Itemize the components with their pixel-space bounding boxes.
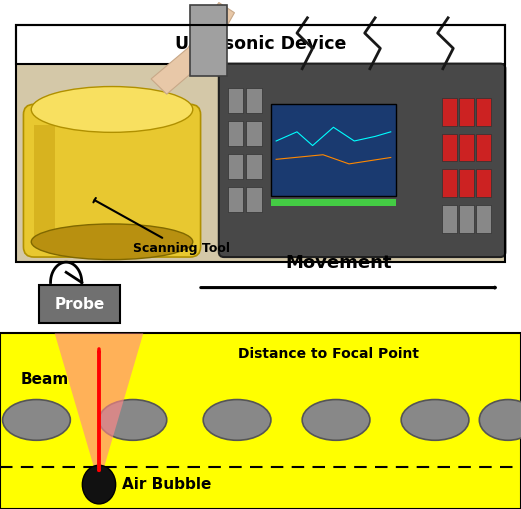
Ellipse shape bbox=[401, 400, 469, 440]
FancyBboxPatch shape bbox=[442, 169, 457, 197]
Text: Air Bubble: Air Bubble bbox=[122, 477, 212, 492]
FancyBboxPatch shape bbox=[246, 88, 262, 113]
FancyBboxPatch shape bbox=[23, 104, 201, 257]
FancyBboxPatch shape bbox=[459, 205, 474, 233]
FancyBboxPatch shape bbox=[459, 98, 474, 126]
FancyBboxPatch shape bbox=[228, 88, 243, 113]
Polygon shape bbox=[151, 3, 234, 94]
FancyBboxPatch shape bbox=[271, 199, 396, 206]
Ellipse shape bbox=[82, 465, 116, 504]
Text: Scanning Tool: Scanning Tool bbox=[93, 198, 230, 255]
FancyBboxPatch shape bbox=[190, 5, 227, 76]
FancyBboxPatch shape bbox=[442, 98, 457, 126]
FancyBboxPatch shape bbox=[0, 333, 521, 509]
Ellipse shape bbox=[479, 400, 521, 440]
Text: Ultrasonic Device: Ultrasonic Device bbox=[175, 35, 346, 53]
FancyBboxPatch shape bbox=[442, 205, 457, 233]
FancyBboxPatch shape bbox=[39, 285, 120, 323]
FancyBboxPatch shape bbox=[34, 125, 55, 247]
Text: Probe: Probe bbox=[54, 297, 105, 312]
FancyBboxPatch shape bbox=[476, 169, 491, 197]
FancyBboxPatch shape bbox=[228, 154, 243, 179]
FancyBboxPatch shape bbox=[246, 154, 262, 179]
Ellipse shape bbox=[31, 87, 193, 132]
FancyBboxPatch shape bbox=[442, 134, 457, 161]
Ellipse shape bbox=[31, 224, 193, 260]
FancyBboxPatch shape bbox=[476, 98, 491, 126]
Ellipse shape bbox=[302, 400, 370, 440]
FancyBboxPatch shape bbox=[16, 64, 505, 262]
FancyBboxPatch shape bbox=[228, 187, 243, 212]
FancyBboxPatch shape bbox=[246, 121, 262, 146]
Ellipse shape bbox=[3, 400, 70, 440]
Text: Movement: Movement bbox=[286, 254, 392, 272]
Ellipse shape bbox=[99, 400, 167, 440]
FancyBboxPatch shape bbox=[246, 187, 262, 212]
FancyBboxPatch shape bbox=[219, 64, 505, 257]
FancyBboxPatch shape bbox=[228, 121, 243, 146]
FancyBboxPatch shape bbox=[459, 134, 474, 161]
FancyBboxPatch shape bbox=[476, 134, 491, 161]
Polygon shape bbox=[55, 333, 143, 485]
FancyBboxPatch shape bbox=[16, 25, 505, 64]
FancyBboxPatch shape bbox=[459, 169, 474, 197]
Text: Beam: Beam bbox=[21, 372, 69, 387]
Text: Distance to Focal Point: Distance to Focal Point bbox=[238, 347, 419, 361]
FancyBboxPatch shape bbox=[476, 205, 491, 233]
Ellipse shape bbox=[203, 400, 271, 440]
FancyBboxPatch shape bbox=[271, 104, 396, 196]
